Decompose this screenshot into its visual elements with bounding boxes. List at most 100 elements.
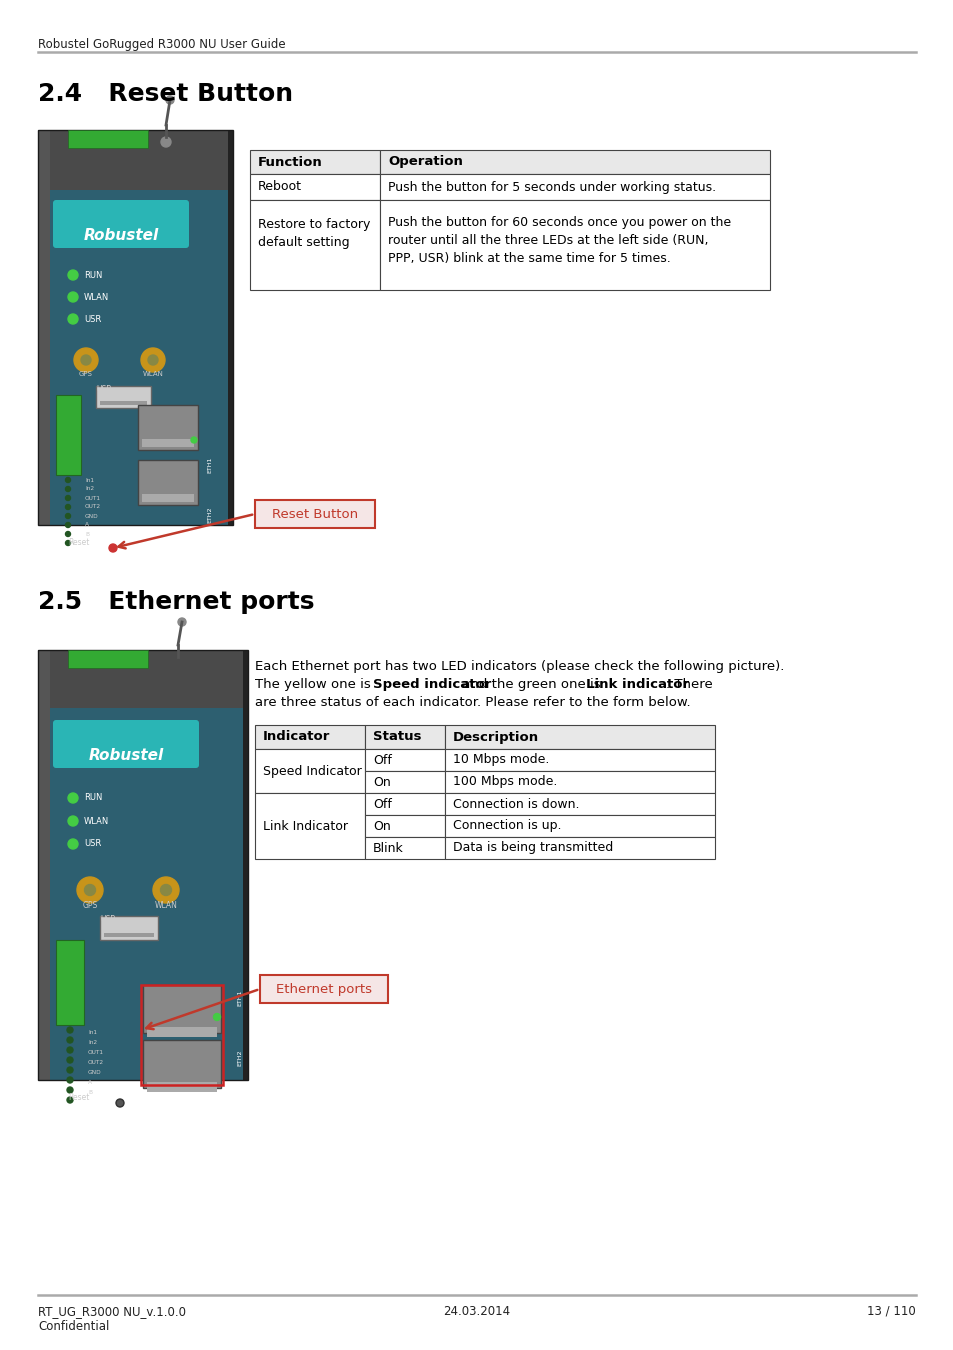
Text: In2: In2	[88, 1040, 97, 1045]
Text: USR: USR	[84, 315, 101, 324]
Circle shape	[148, 355, 158, 364]
Text: WLAN: WLAN	[142, 371, 163, 377]
Circle shape	[213, 1014, 220, 1021]
Text: Push the button for 5 seconds under working status.: Push the button for 5 seconds under work…	[388, 181, 716, 193]
Text: Speed Indicator: Speed Indicator	[263, 764, 361, 778]
Text: Connection is up.: Connection is up.	[453, 819, 561, 833]
Text: 10 Mbps mode.: 10 Mbps mode.	[453, 753, 549, 767]
Text: USB: USB	[96, 385, 112, 394]
Circle shape	[166, 96, 173, 104]
Circle shape	[67, 1027, 73, 1033]
Text: ETH2: ETH2	[237, 1050, 242, 1066]
Text: Data is being transmitted: Data is being transmitted	[453, 841, 613, 855]
Circle shape	[77, 878, 103, 903]
Circle shape	[66, 495, 71, 501]
Text: RT_UG_R3000 NU_v.1.0.0: RT_UG_R3000 NU_v.1.0.0	[38, 1305, 186, 1318]
Text: Speed indicator: Speed indicator	[373, 678, 491, 691]
Text: Push the button for 60 seconds once you power on the: Push the button for 60 seconds once you …	[388, 216, 730, 230]
Circle shape	[67, 1098, 73, 1103]
Text: ETH1: ETH1	[237, 990, 242, 1006]
Circle shape	[68, 792, 78, 803]
Bar	[444, 792, 714, 815]
Text: Blink: Blink	[373, 841, 403, 855]
Circle shape	[74, 348, 98, 373]
Text: are three status of each indicator. Please refer to the form below.: are three status of each indicator. Plea…	[254, 697, 690, 709]
Text: default setting: default setting	[257, 236, 349, 248]
Bar	[444, 749, 714, 771]
Circle shape	[68, 292, 78, 302]
Bar	[444, 725, 714, 749]
Bar	[147, 1027, 216, 1037]
Text: Status: Status	[373, 730, 421, 744]
Bar	[38, 190, 233, 525]
Text: The yellow one is: The yellow one is	[254, 678, 375, 691]
Circle shape	[68, 838, 78, 849]
Text: Connection is down.: Connection is down.	[453, 798, 578, 810]
Text: PPP, USR) blink at the same time for 5 times.: PPP, USR) blink at the same time for 5 t…	[388, 252, 670, 265]
Bar	[365, 815, 444, 837]
Text: router until all the three LEDs at the left side (RUN,: router until all the three LEDs at the l…	[388, 234, 708, 247]
Bar	[142, 439, 193, 447]
Text: . There: . There	[665, 678, 712, 691]
Bar	[250, 200, 379, 290]
Bar	[68, 649, 148, 668]
Bar	[38, 649, 50, 1080]
Bar	[143, 1040, 221, 1088]
Bar	[365, 792, 444, 815]
Text: Restore to factory: Restore to factory	[257, 217, 370, 231]
Text: Confidential: Confidential	[38, 1320, 110, 1332]
Text: Reset: Reset	[68, 1094, 90, 1102]
Text: WLAN: WLAN	[84, 293, 110, 301]
Text: Operation: Operation	[388, 155, 462, 169]
Text: RUN: RUN	[84, 794, 102, 802]
Circle shape	[191, 437, 196, 443]
Bar	[379, 174, 769, 200]
Bar	[142, 494, 193, 502]
Circle shape	[67, 1037, 73, 1044]
Text: Reset Button: Reset Button	[272, 508, 357, 521]
Text: OUT1: OUT1	[85, 495, 101, 501]
Text: Indicator: Indicator	[263, 730, 330, 744]
Circle shape	[178, 618, 186, 626]
Bar	[365, 749, 444, 771]
Bar	[143, 986, 221, 1033]
Bar	[365, 725, 444, 749]
Text: and the green one is: and the green one is	[457, 678, 604, 691]
Bar	[38, 649, 248, 707]
Bar	[138, 460, 198, 505]
Circle shape	[85, 884, 95, 895]
Text: Reboot: Reboot	[257, 181, 302, 193]
Circle shape	[81, 355, 91, 364]
Circle shape	[109, 544, 117, 552]
Circle shape	[116, 1099, 124, 1107]
Text: Each Ethernet port has two LED indicators (please check the following picture).: Each Ethernet port has two LED indicator…	[254, 660, 783, 674]
Text: OUT2: OUT2	[85, 505, 101, 509]
Bar	[147, 1081, 216, 1092]
Text: On: On	[373, 775, 391, 788]
Text: Robustel: Robustel	[89, 748, 164, 763]
Text: GND: GND	[85, 513, 98, 518]
Bar	[250, 174, 379, 200]
Circle shape	[152, 878, 179, 903]
Circle shape	[67, 1077, 73, 1083]
Bar	[228, 130, 233, 525]
Circle shape	[66, 540, 71, 545]
Text: A: A	[85, 522, 89, 528]
Text: Link indicator: Link indicator	[585, 678, 688, 691]
Text: OUT2: OUT2	[88, 1060, 104, 1065]
Bar	[254, 792, 365, 859]
Circle shape	[66, 505, 71, 509]
Bar	[138, 405, 198, 450]
Bar	[254, 749, 365, 792]
Bar	[254, 725, 365, 749]
Text: 24.03.2014: 24.03.2014	[443, 1305, 510, 1318]
Text: RUN: RUN	[84, 270, 102, 279]
Bar	[96, 386, 151, 408]
Bar	[100, 917, 158, 940]
Bar	[379, 200, 769, 290]
Circle shape	[66, 532, 71, 536]
Bar	[38, 130, 233, 190]
Bar	[444, 771, 714, 792]
Text: 2.5   Ethernet ports: 2.5 Ethernet ports	[38, 590, 314, 614]
Circle shape	[160, 884, 172, 895]
